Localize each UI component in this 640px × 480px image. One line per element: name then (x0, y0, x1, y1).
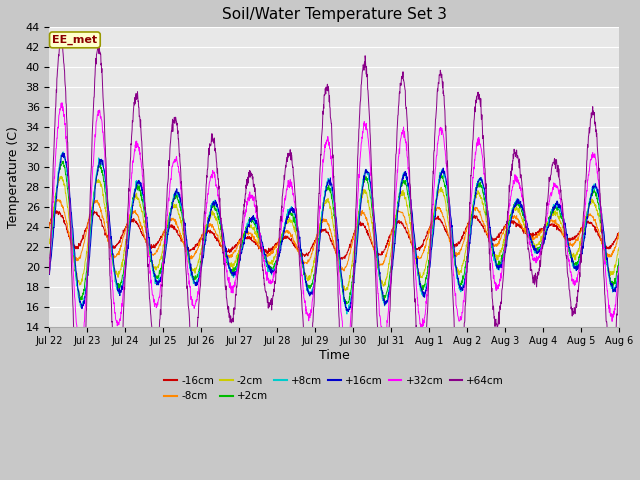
-2cm (342, 288, 349, 293)
+64cm (599, 255, 607, 261)
+16cm (45, 272, 53, 277)
+2cm (308, 282, 316, 288)
+16cm (323, 183, 330, 189)
-8cm (45, 225, 53, 231)
+2cm (75, 288, 83, 294)
+64cm (58, 36, 65, 41)
-2cm (599, 235, 607, 240)
Text: EE_met: EE_met (52, 35, 97, 45)
-16cm (323, 230, 330, 236)
+8cm (45, 265, 53, 271)
+2cm (599, 232, 607, 238)
-8cm (54, 196, 61, 202)
+2cm (599, 233, 607, 239)
+2cm (323, 187, 330, 192)
Title: Soil/Water Temperature Set 3: Soil/Water Temperature Set 3 (221, 7, 447, 22)
-16cm (339, 256, 346, 262)
-2cm (45, 241, 53, 247)
+8cm (323, 182, 330, 188)
-16cm (495, 231, 502, 237)
+32cm (58, 100, 66, 106)
Line: +32cm: +32cm (49, 103, 619, 349)
Line: -16cm: -16cm (49, 211, 619, 259)
-16cm (599, 240, 607, 246)
+8cm (343, 311, 351, 317)
-8cm (615, 231, 623, 237)
-8cm (75, 256, 83, 262)
+32cm (615, 264, 623, 269)
+64cm (45, 271, 53, 276)
+64cm (75, 414, 83, 420)
Line: +16cm: +16cm (49, 153, 619, 312)
+32cm (599, 231, 607, 237)
+2cm (615, 256, 623, 262)
Line: +2cm: +2cm (49, 161, 619, 304)
-16cm (615, 229, 623, 235)
+8cm (615, 264, 623, 269)
+2cm (495, 260, 502, 265)
-16cm (53, 208, 61, 214)
+16cm (308, 289, 316, 295)
Line: +8cm: +8cm (49, 152, 619, 314)
+32cm (323, 138, 330, 144)
+8cm (75, 296, 83, 301)
-2cm (323, 200, 330, 205)
Legend: -16cm, -8cm, -2cm, +2cm, +8cm, +16cm, +32cm, +64cm: -16cm, -8cm, -2cm, +2cm, +8cm, +16cm, +3… (160, 372, 508, 406)
+32cm (343, 347, 351, 352)
+64cm (76, 415, 83, 421)
+32cm (495, 281, 502, 287)
-8cm (599, 243, 607, 249)
+16cm (615, 272, 623, 277)
-16cm (308, 245, 316, 251)
+16cm (495, 267, 502, 273)
-2cm (495, 253, 502, 259)
Line: -8cm: -8cm (49, 199, 619, 271)
+32cm (45, 266, 53, 272)
Line: +64cm: +64cm (49, 38, 619, 418)
-2cm (615, 245, 623, 251)
+64cm (495, 315, 502, 321)
-2cm (599, 239, 607, 245)
+2cm (342, 301, 350, 307)
+64cm (323, 86, 331, 92)
+16cm (59, 150, 67, 156)
+8cm (60, 149, 67, 155)
-8cm (308, 251, 316, 257)
+16cm (599, 222, 607, 228)
+2cm (60, 158, 67, 164)
+8cm (599, 225, 607, 230)
+32cm (308, 308, 316, 314)
+32cm (599, 235, 607, 241)
-16cm (45, 222, 53, 228)
-2cm (75, 277, 83, 283)
-8cm (340, 268, 348, 274)
+8cm (308, 288, 316, 294)
+16cm (344, 309, 352, 314)
-8cm (599, 243, 607, 249)
+64cm (599, 249, 607, 254)
-16cm (599, 240, 607, 246)
X-axis label: Time: Time (319, 349, 349, 362)
+8cm (495, 264, 502, 270)
-8cm (495, 240, 502, 245)
-2cm (58, 173, 65, 179)
+2cm (45, 255, 53, 261)
-16cm (75, 240, 83, 246)
+32cm (75, 344, 83, 349)
+16cm (599, 219, 607, 225)
Y-axis label: Temperature (C): Temperature (C) (7, 126, 20, 228)
+8cm (599, 228, 607, 233)
+64cm (308, 334, 316, 339)
+64cm (615, 271, 623, 276)
+16cm (75, 290, 83, 296)
-2cm (308, 270, 316, 276)
-8cm (323, 218, 330, 224)
Line: -2cm: -2cm (49, 176, 619, 290)
